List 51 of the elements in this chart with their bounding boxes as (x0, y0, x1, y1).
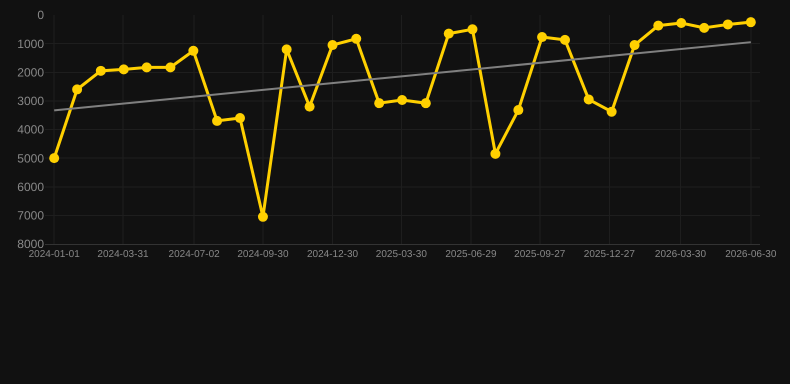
point (188, 46, 198, 56)
point (328, 40, 338, 50)
point (676, 18, 686, 28)
point (630, 40, 640, 50)
y-tick-label: 7000 (17, 208, 44, 223)
point (374, 98, 384, 108)
y-tick-label: 8000 (17, 237, 44, 252)
y-tick-label: 5000 (17, 151, 44, 166)
point (560, 34, 570, 45)
y-tick-label: 1000 (17, 36, 44, 51)
x-tick-label: 2024-01-01 (28, 249, 80, 260)
point (351, 34, 362, 44)
point (49, 153, 60, 164)
x-tick-label: 2025-12-27 (584, 249, 636, 260)
point (699, 22, 710, 33)
point (258, 212, 268, 222)
x-tick-label: 2024-07-02 (168, 249, 220, 260)
x-tick-label: 2024-09-30 (237, 249, 289, 260)
x-tick-label: 2026-06-30 (725, 249, 777, 260)
point (397, 95, 408, 106)
y-tick-label: 0 (37, 8, 44, 22)
point (420, 98, 431, 108)
point (746, 17, 756, 28)
point (165, 62, 176, 72)
y-tick-label: 3000 (17, 94, 44, 108)
y-tick-label: 4000 (17, 122, 44, 137)
x-tick-label: 2025-06-29 (445, 249, 497, 260)
point (96, 66, 106, 76)
point (235, 113, 245, 124)
point (142, 62, 152, 72)
y-tick-label: 6000 (17, 180, 44, 194)
point (490, 148, 500, 159)
x-tick-label: 2025-09-27 (514, 249, 566, 260)
point (722, 19, 733, 30)
point (513, 105, 524, 116)
point (444, 28, 454, 39)
point (467, 24, 478, 34)
point (653, 20, 664, 31)
point (212, 116, 222, 126)
point (304, 102, 315, 112)
x-tick-label: 2025-03-30 (376, 249, 428, 260)
point (606, 106, 617, 117)
point (72, 84, 82, 94)
x-tick-label: 2024-12-30 (306, 249, 359, 260)
point (282, 44, 292, 54)
x-tick-label: 2026-03-30 (654, 249, 706, 260)
point (584, 94, 594, 104)
point (537, 32, 548, 42)
y-tick-label: 2000 (17, 65, 44, 80)
x-tick-label: 2024-03-31 (97, 249, 150, 260)
point (118, 64, 129, 74)
